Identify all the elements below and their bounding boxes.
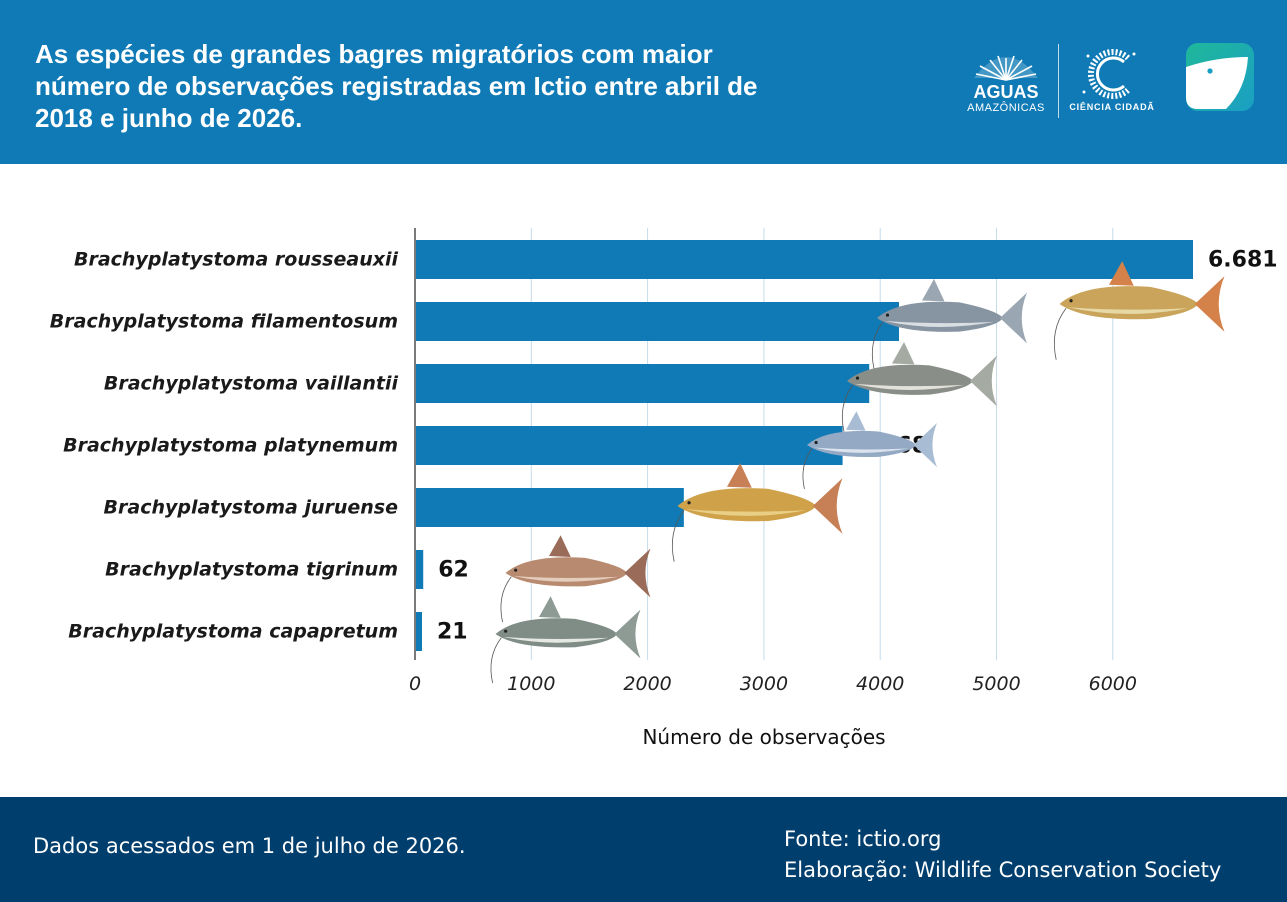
fish-filamentosum-icon xyxy=(871,279,1027,369)
category-label-6: Brachyplatystoma capapretum xyxy=(68,621,398,643)
source-text: Fonte: ictio.org xyxy=(784,827,942,851)
value-label-5: 62 xyxy=(438,558,469,583)
ciencia-cidada-text: CIÊNCIA CIDADÃ xyxy=(1069,102,1155,112)
source-credits: Fonte: ictio.org Elaboração: Wildlife Co… xyxy=(784,824,1221,886)
category-label-5: Brachyplatystoma tigrinum xyxy=(105,559,398,581)
category-label-0: Brachyplatystoma rousseauxii xyxy=(74,249,398,271)
bar-chart: Brachyplatystoma rousseauxii 6.681 Brachyp… xyxy=(50,228,1278,749)
category-label-3: Brachyplatystoma platynemum xyxy=(63,435,398,457)
category-label-4: Brachyplatystoma juruense xyxy=(104,497,399,519)
x-tick-label-0: 0 xyxy=(409,673,421,695)
fish-vaillantii-icon xyxy=(841,342,997,432)
bar-0 xyxy=(416,240,1194,279)
bar-3 xyxy=(416,426,843,465)
logos: AGUAS AMAZÔNICAS CIÊNCIA CIDADÃ xyxy=(950,40,1270,120)
bar-4 xyxy=(416,488,684,527)
x-tick-label-2000: 2000 xyxy=(623,673,671,695)
value-label-6: 21 xyxy=(437,620,468,645)
fish-juruense-icon xyxy=(671,463,843,562)
amazonicas-text: AMAZÔNICAS xyxy=(967,102,1045,114)
aguas-text: AGUAS xyxy=(973,82,1039,102)
category-label-1: Brachyplatystoma filamentosum xyxy=(50,311,398,333)
header-banner: As espécies de grandes bagres migratório… xyxy=(0,0,1287,164)
x-tick-label-1000: 1000 xyxy=(507,673,555,695)
bar-6 xyxy=(416,612,422,651)
tree-icon xyxy=(974,55,1038,81)
bar-2 xyxy=(416,364,870,403)
logo-divider xyxy=(1058,44,1059,118)
x-tick-label-3000: 3000 xyxy=(740,673,788,695)
ciencia-cidada-c-icon xyxy=(1082,49,1136,99)
aguas-amazonicas-logo: AGUAS AMAZÔNICAS xyxy=(956,46,1056,118)
x-tick-label-4000: 4000 xyxy=(856,673,904,695)
fish-tigrinum-icon xyxy=(500,535,651,623)
bar-1 xyxy=(416,302,899,341)
fish-rousseauxii-icon xyxy=(1053,261,1225,360)
fish-capapretum-icon xyxy=(490,596,641,684)
x-tick-label-6000: 6000 xyxy=(1089,673,1137,695)
ictio-app-icon xyxy=(1186,43,1254,111)
x-tick-label-5000: 5000 xyxy=(972,673,1020,695)
credit-text: Elaboração: Wildlife Conservation Societ… xyxy=(784,858,1222,882)
fish-platynemum-icon xyxy=(802,411,937,490)
ciencia-cidada-logo: CIÊNCIA CIDADÃ xyxy=(1064,46,1160,118)
page-title: As espécies de grandes bagres migratório… xyxy=(35,39,758,133)
category-label-2: Brachyplatystoma vaillantii xyxy=(104,373,399,395)
x-axis-title: Número de observações xyxy=(642,725,885,749)
value-label-0: 6.681 xyxy=(1208,248,1278,273)
bar-5 xyxy=(416,550,424,589)
data-accessed-note: Dados acessados em 1 de julho de 2026. xyxy=(33,834,466,858)
footer: Dados acessados em 1 de julho de 2026. F… xyxy=(0,797,1287,902)
